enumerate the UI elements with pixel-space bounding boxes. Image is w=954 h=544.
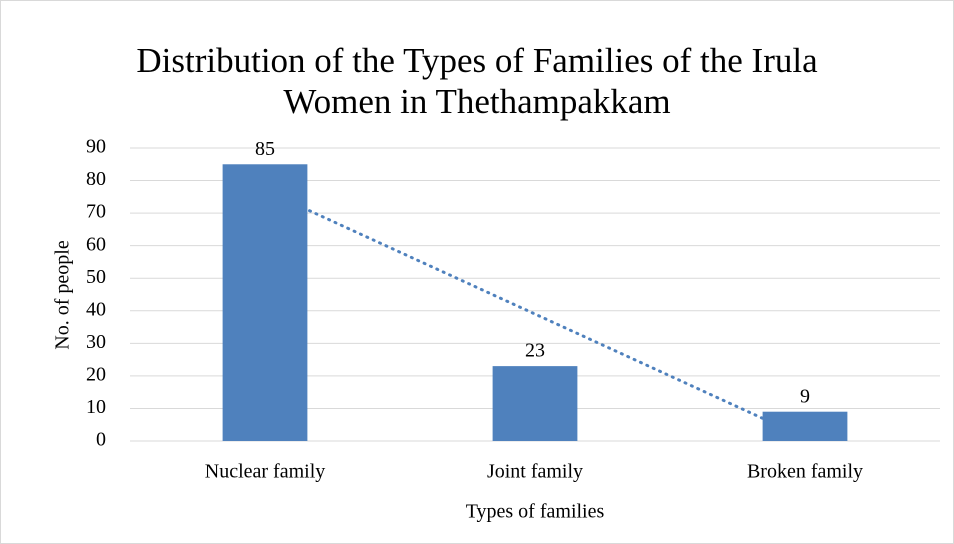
y-tick-label: 10 [86, 396, 106, 418]
data-label: 9 [800, 385, 810, 407]
data-label: 23 [525, 340, 545, 362]
y-tick-label: 30 [86, 331, 106, 353]
x-tick-label: Nuclear family [205, 461, 326, 483]
y-tick-label: 40 [86, 298, 106, 320]
y-tick-label: 70 [86, 201, 106, 223]
data-label: 85 [255, 138, 275, 160]
trendline [263, 188, 807, 440]
y-tick-label: 0 [96, 429, 106, 451]
bar [222, 164, 308, 441]
chart-title: Distribution of the Types of Families of… [136, 41, 818, 121]
x-tick-label: Broken family [747, 461, 863, 483]
x-tick-label: Joint family [487, 461, 583, 483]
y-tick-label: 90 [86, 136, 106, 158]
y-tick-label: 20 [86, 363, 106, 385]
x-axis-label: Types of families [466, 501, 605, 523]
y-tick-label: 50 [86, 266, 106, 288]
y-tick-label: 60 [86, 233, 106, 255]
bar [492, 366, 578, 441]
y-tick-label: 80 [86, 168, 106, 190]
y-axis-label: No. of people [52, 240, 74, 350]
bar [762, 411, 848, 441]
